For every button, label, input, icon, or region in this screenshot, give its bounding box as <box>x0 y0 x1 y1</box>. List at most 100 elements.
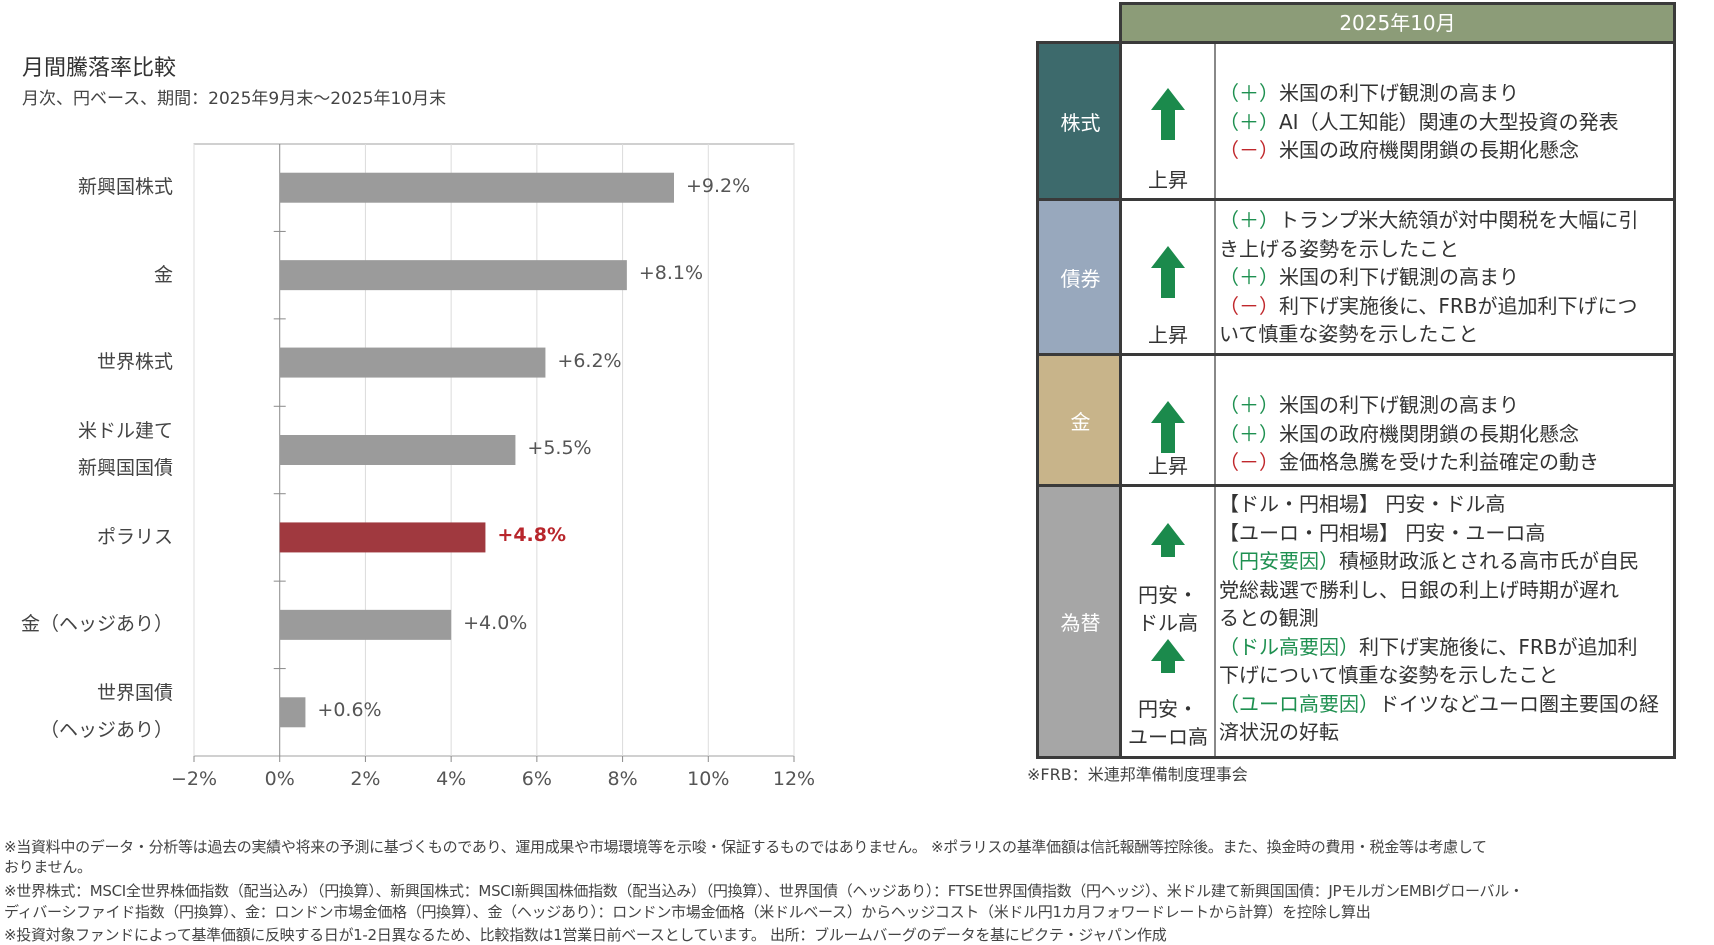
asset-class-0: 株式 <box>1036 41 1122 201</box>
reason-text: 【ユーロ・円相場】 円安・ユーロ高 <box>1219 520 1546 545</box>
reason-line: いて慎重な姿勢を示したこと <box>1219 320 1673 349</box>
footer-line: おりません。 <box>4 858 92 876</box>
direction-label: 円安・ ユーロ高 <box>1128 697 1208 749</box>
positive-factor-tag: （＋） <box>1219 393 1279 417</box>
x-tick-label: 0% <box>264 768 295 790</box>
data-label: +4.8% <box>497 524 567 547</box>
up-arrow-icon <box>1151 246 1185 303</box>
reason-text: 利下げ実施後に、FRBが追加利 <box>1359 634 1638 659</box>
up-arrow-icon <box>1151 639 1185 678</box>
reason-line: （＋）米国の利下げ観測の高まり <box>1219 391 1673 420</box>
positive-factor-tag: （ユーロ高要因） <box>1219 691 1379 716</box>
reason-text: 米国の利下げ観測の高まり <box>1279 81 1519 105</box>
table-header: 2025年10月 <box>1119 2 1676 44</box>
reason-line: 済状況の好転 <box>1219 718 1673 747</box>
reason-text: 金価格急騰を受けた利益確定の動き <box>1279 450 1599 474</box>
footer-line: ※当資料中のデータ・分析等は過去の実績や将来の予測に基づくものであり、運用成果や… <box>4 838 1487 856</box>
asset-class-3: 為替 <box>1036 484 1122 759</box>
bar <box>279 435 516 465</box>
reason-cell: （＋）米国の利下げ観測の高まり （＋）米国の政府機関閉鎖の長期化懸念 （－）金価格急… <box>1214 353 1676 487</box>
x-tick-label: 8% <box>607 768 638 790</box>
bar <box>279 609 452 640</box>
chart-subtitle: 月次、円ベース、期間：2025年9月末～2025年10月末 <box>22 89 447 109</box>
data-label: +5.5% <box>527 437 592 459</box>
reason-line: （＋）AI（人工知能）関連の大型投資の発表 <box>1219 108 1673 137</box>
reason-line: （＋）米国の利下げ観測の高まり <box>1219 79 1673 108</box>
reason-text: 積極財政派とされる高市氏が自民 <box>1339 549 1639 573</box>
x-tick-label: 2% <box>350 768 381 790</box>
data-label: +4.0% <box>463 611 528 634</box>
reason-text: き上げる姿勢を示したこと <box>1219 236 1459 261</box>
positive-factor-tag: （＋） <box>1219 81 1279 105</box>
asset-class-label: 株式 <box>1060 110 1101 135</box>
footer-line: ディバーシファイド指数（円換算）、金：ロンドン市場金価格（円換算）、金（ヘッジあ… <box>4 903 1371 921</box>
reason-cell: （＋）トランプ米大統領が対中関税を大幅に引 き上げる姿勢を示したこと （＋）米国の利… <box>1214 198 1676 356</box>
positive-factor-tag: （ドル高要因） <box>1219 634 1359 659</box>
reason-line: （＋）米国の政府機関閉鎖の長期化懸念 <box>1219 420 1673 449</box>
reason-line: 【ユーロ・円相場】 円安・ユーロ高 <box>1219 519 1673 548</box>
bar <box>279 697 306 728</box>
positive-factor-tag: （円安要因） <box>1219 549 1339 573</box>
reason-text: 米国の利下げ観測の高まり <box>1279 265 1519 289</box>
reason-line: （＋）米国の利下げ観測の高まり <box>1219 263 1673 292</box>
category-label: 米ドル建て 新興国国債 <box>77 420 173 479</box>
reason-line: （－）利下げ実施後に、FRBが追加利下げにつ <box>1219 292 1673 321</box>
bar <box>279 347 546 378</box>
reason-text: ドイツなどユーロ圏主要国の経 <box>1379 691 1659 716</box>
negative-factor-tag: （－） <box>1219 293 1279 318</box>
direction-label: 円安・ ドル高 <box>1138 583 1198 635</box>
negative-factor-tag: （－） <box>1219 138 1279 162</box>
reason-text: 下げについて慎重な姿勢を示したこと <box>1219 663 1559 687</box>
reason-line: 【ドル・円相場】 円安・ドル高 <box>1219 490 1673 519</box>
x-tick-label: 6% <box>521 768 552 790</box>
up-arrow-icon <box>1151 523 1185 562</box>
frb-note: ※FRB：米連邦準備制度理事会 <box>1027 765 1248 784</box>
asset-class-1: 債券 <box>1036 198 1122 356</box>
bar-chart <box>193 143 795 762</box>
asset-class-label: 債券 <box>1060 266 1101 291</box>
category-label: 世界株式 <box>96 351 173 374</box>
direction-cell: 円安・ ドル高 円安・ ユーロ高 <box>1119 484 1216 759</box>
reason-line: （－）米国の政府機関閉鎖の長期化懸念 <box>1219 136 1673 165</box>
chart-title: 月間騰落率比較 <box>22 56 177 81</box>
reason-text: トランプ米大統領が対中関税を大幅に引 <box>1279 208 1639 232</box>
reason-text: 米国の利下げ観測の高まり <box>1279 393 1519 417</box>
positive-factor-tag: （＋） <box>1219 109 1279 134</box>
reason-text: AI（人工知能）関連の大型投資の発表 <box>1279 109 1619 134</box>
asset-class-2: 金 <box>1036 353 1122 487</box>
category-label: 世界国債 （ヘッジあり） <box>39 682 173 742</box>
footer-line: ※投資対象ファンドによって基準価額に反映する日が1-2日異なるため、比較指数は1… <box>4 926 1167 944</box>
bar <box>279 260 627 291</box>
data-label: +9.2% <box>686 174 751 197</box>
reason-cell: （＋）米国の利下げ観測の高まり （＋）AI（人工知能）関連の大型投資の発表 （－）米… <box>1214 41 1676 201</box>
negative-factor-tag: （－） <box>1219 450 1279 474</box>
reason-line: るとの観測 <box>1219 604 1673 633</box>
x-tick-label: 12% <box>772 768 816 790</box>
positive-factor-tag: （＋） <box>1219 421 1279 446</box>
category-label: ポラリス <box>96 525 173 548</box>
asset-class-label: 金 <box>1070 409 1091 434</box>
reason-line: （円安要因）積極財政派とされる高市氏が自民 <box>1219 547 1673 576</box>
asset-class-label: 為替 <box>1060 611 1101 635</box>
reason-line: 党総裁選で勝利し、日銀の利上げ時期が遅れ <box>1219 576 1673 605</box>
direction-cell: 上昇 <box>1119 198 1216 356</box>
data-label: +0.6% <box>317 699 382 722</box>
up-arrow-icon <box>1151 401 1185 458</box>
reason-text: 【ドル・円相場】 円安・ドル高 <box>1219 492 1506 516</box>
reason-text: 利下げ実施後に、FRBが追加利下げにつ <box>1279 293 1638 318</box>
bar <box>279 172 674 203</box>
direction-label: 上昇 <box>1148 454 1188 478</box>
reason-line: （＋）トランプ米大統領が対中関税を大幅に引 <box>1219 206 1673 235</box>
reason-cell: 【ドル・円相場】 円安・ドル高 【ユーロ・円相場】 円安・ユーロ高 （円安要因）積極… <box>1214 484 1676 759</box>
category-label: 金（ヘッジあり） <box>20 613 173 636</box>
reason-line: （－）金価格急騰を受けた利益確定の動き <box>1219 448 1673 477</box>
reason-line: （ドル高要因）利下げ実施後に、FRBが追加利 <box>1219 633 1673 662</box>
reason-text: いて慎重な姿勢を示したこと <box>1219 322 1479 346</box>
bar-highlight <box>279 522 486 553</box>
direction-cell: 上昇 <box>1119 41 1216 201</box>
reason-text: 党総裁選で勝利し、日銀の利上げ時期が遅れ <box>1219 577 1619 602</box>
direction-cell: 上昇 <box>1119 353 1216 487</box>
footer-line: ※世界株式：MSCI全世界株価指数（配当込み）（円換算）、新興国株式：MSCI新… <box>4 882 1524 900</box>
reason-line: （ユーロ高要因）ドイツなどユーロ圏主要国の経 <box>1219 690 1673 719</box>
up-arrow-icon <box>1151 88 1185 145</box>
